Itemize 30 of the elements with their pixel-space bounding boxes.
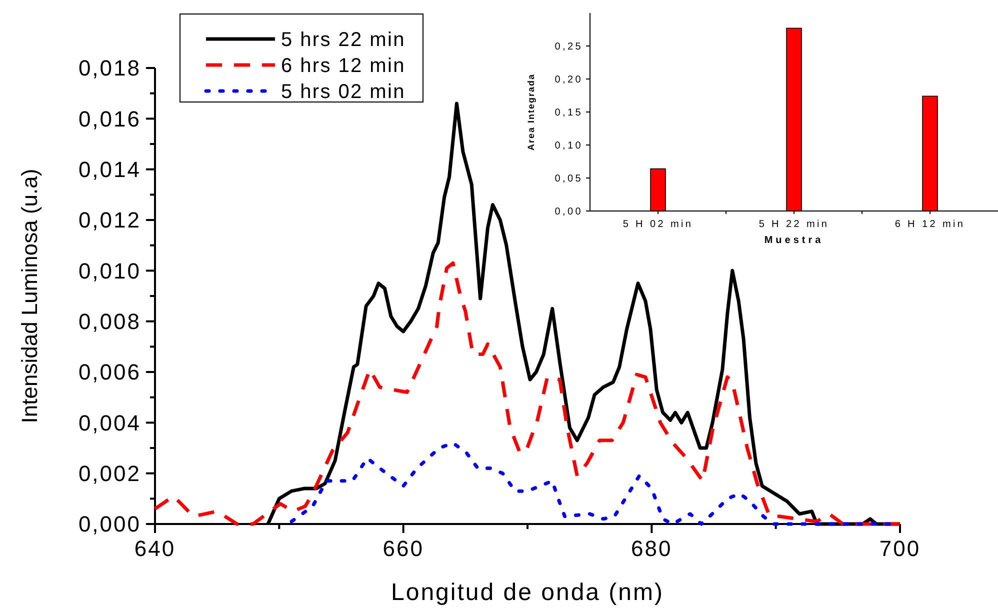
y-tick-label: 0,018 <box>78 56 141 81</box>
y-tick-label: 0,000 <box>78 512 141 537</box>
y-tick-label: 0,004 <box>78 410 141 436</box>
y-tick-label: 0,00 <box>554 206 583 218</box>
legend-label: 5 hrs 22 min <box>281 29 406 51</box>
x-tick-label: 660 <box>382 536 424 561</box>
x-axis-title: Muestra <box>764 235 824 246</box>
x-tick-label: 6 H 12 min <box>894 219 966 230</box>
x-tick-label: 680 <box>631 536 672 561</box>
y-tick-label: 0,006 <box>78 360 141 385</box>
y-tick-label: 0,010 <box>78 258 141 284</box>
y-tick-label: 0,002 <box>78 461 141 486</box>
y-tick-label: 0,012 <box>78 208 141 233</box>
legend-label: 5 hrs 02 min <box>281 81 406 103</box>
x-tick-label: 640 <box>134 536 176 561</box>
y-axis-title: Area Integrada <box>526 73 536 151</box>
legend-label: 6 hrs 12 min <box>281 55 406 77</box>
x-tick-label: 5 H 02 min <box>622 219 694 230</box>
y-tick-label: 0,20 <box>554 74 583 86</box>
y-tick-label: 0,05 <box>554 174 583 184</box>
y-tick-label: 0,016 <box>78 106 141 132</box>
y-tick-label: 0,008 <box>78 309 141 334</box>
x-tick-label: 700 <box>879 536 921 561</box>
y-tick-label: 0,014 <box>78 157 141 182</box>
y-axis-title: Intensidad Luminosa (u.a) <box>17 168 42 424</box>
y-tick-label: 0,25 <box>554 42 583 52</box>
x-axis-title: Longitud de onda (nm) <box>391 579 664 606</box>
y-tick-label: 0,10 <box>554 140 583 152</box>
x-tick-label: 5 H 22 min <box>758 219 830 230</box>
y-tick-label: 0,15 <box>554 108 583 118</box>
